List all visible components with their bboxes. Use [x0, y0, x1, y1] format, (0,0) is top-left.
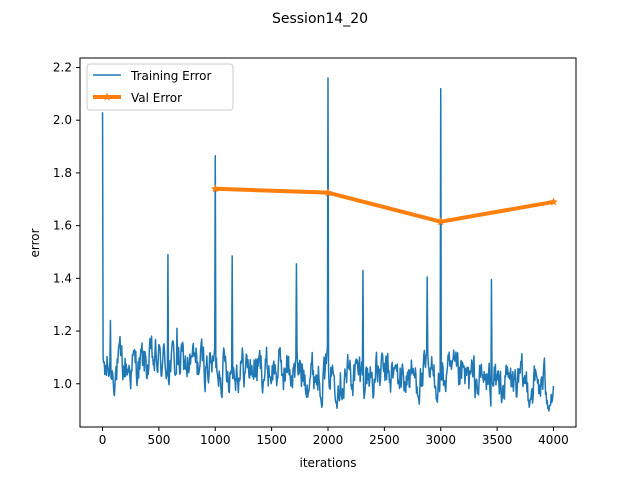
legend-swatch-val-error-marker [102, 92, 112, 101]
chart-title: Session14_20 [272, 11, 368, 27]
legend: Training Error Val Error [86, 63, 234, 111]
x-tick-label: 1000 [200, 433, 231, 447]
x-tick-label: 0 [99, 433, 107, 447]
y-tick-label: 2.2 [53, 60, 72, 74]
x-tick-label: 2500 [369, 433, 400, 447]
val-error-point [549, 197, 558, 206]
x-tick-label: 3500 [482, 433, 513, 447]
plot-series [101, 77, 558, 412]
y-axis: 1.0 1.2 1.4 1.6 1.8 2.0 2.2 [53, 60, 80, 391]
y-tick-label: 1.0 [53, 377, 72, 391]
x-axis-label: iterations [300, 456, 357, 470]
val-error-point [436, 217, 446, 226]
legend-label-training-error: Training Error [130, 69, 211, 83]
legend-box [86, 63, 234, 111]
plot-frame [79, 57, 577, 428]
val-error-point [210, 184, 220, 193]
series-val-error-line [215, 186, 554, 224]
series-training-error-line [101, 77, 555, 412]
y-tick-label: 1.8 [53, 166, 72, 180]
y-tick-label: 1.6 [53, 219, 72, 233]
val-error-point [323, 188, 333, 197]
y-tick-label: 1.2 [53, 324, 72, 338]
x-tick-label: 4000 [538, 433, 569, 447]
x-tick-label: 1500 [256, 433, 287, 447]
y-axis-label: error [28, 228, 42, 257]
x-tick-label: 2000 [313, 433, 344, 447]
x-tick-label: 500 [147, 433, 170, 447]
x-axis: 0 500 1000 1500 2000 2500 3000 3500 4000 [99, 427, 569, 447]
y-tick-label: 2.0 [53, 113, 72, 127]
y-tick-label: 1.4 [53, 271, 72, 285]
legend-label-val-error: Val Error [131, 91, 182, 105]
x-tick-label: 3000 [425, 433, 456, 447]
